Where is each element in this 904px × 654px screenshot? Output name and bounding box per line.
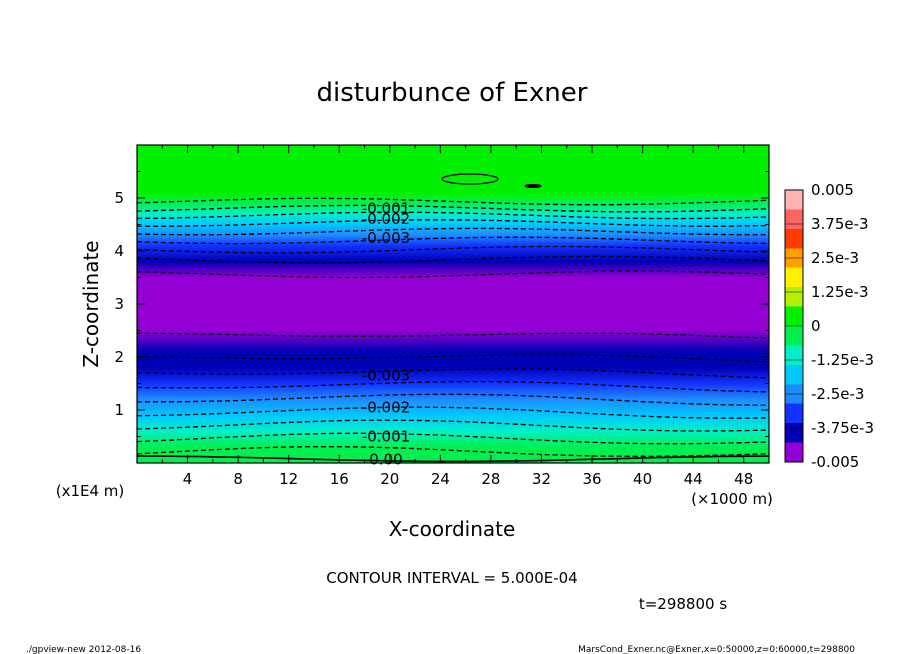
contour-label: -0.003 xyxy=(362,367,410,385)
colorbar: 0.005 3.75e-3 2.5e-3 1.25e-3 0 -1.25e-3 -2.5e-… xyxy=(784,181,874,471)
x-tick-label: 40 xyxy=(633,470,652,488)
y-tick-label: 4 xyxy=(114,242,124,260)
contour-label: -0.002 xyxy=(362,210,410,228)
y-tick-label: 2 xyxy=(114,348,124,366)
x-tick-label: 12 xyxy=(279,470,298,488)
contour-line xyxy=(137,270,769,279)
colorbar-label: -1.25e-3 xyxy=(811,351,874,369)
time-note: t=298800 s xyxy=(639,595,727,613)
colorbar-label: 1.25e-3 xyxy=(811,283,869,301)
contour-island xyxy=(524,184,542,188)
y-axis-label: Z-coordinate xyxy=(79,240,103,367)
contour-island xyxy=(441,173,499,185)
contour-line xyxy=(137,368,769,379)
tick-marks xyxy=(137,145,769,463)
contour-line xyxy=(137,432,769,445)
contour-line-zero xyxy=(137,455,769,463)
contour-line xyxy=(137,446,769,458)
contour-line xyxy=(137,204,769,213)
contour-label: -0.001 xyxy=(362,428,410,446)
x-tick-label: 28 xyxy=(481,470,500,488)
contour-line xyxy=(137,406,769,419)
contour-label: -0.001 xyxy=(362,200,410,218)
contour-line xyxy=(137,197,769,206)
x-tick-label: 32 xyxy=(532,470,551,488)
contour-line xyxy=(137,211,769,220)
contour-line xyxy=(137,419,769,432)
chart-title: disturbunce of Exner xyxy=(317,78,588,108)
x-tick-label: 8 xyxy=(233,470,243,488)
x-tick-label: 4 xyxy=(183,470,193,488)
colorbar-labels: 0.005 3.75e-3 2.5e-3 1.25e-3 0 -1.25e-3 -2.5e-… xyxy=(811,181,874,471)
colorbar-label: 0 xyxy=(811,317,821,335)
y-tick-labels: 1 2 3 4 5 xyxy=(114,189,124,419)
contour-lines xyxy=(137,197,769,463)
x-tick-label: 16 xyxy=(330,470,349,488)
contour-line xyxy=(137,255,769,264)
contour-label: -0.003 xyxy=(362,229,410,247)
contour-line xyxy=(137,332,769,339)
x-tick-label: 20 xyxy=(380,470,399,488)
contour-line xyxy=(137,354,769,363)
contour-line xyxy=(137,380,769,393)
footer-right: MarsCond_Exner.nc@Exner,x=0:50000,z=0:60… xyxy=(578,645,855,654)
colorbar-label: 0.005 xyxy=(811,181,854,199)
colorbar-label: -0.005 xyxy=(811,453,859,471)
contour-line xyxy=(137,227,769,236)
colorbar-label: 2.5e-3 xyxy=(811,249,859,267)
contour-label: -0.002 xyxy=(362,398,410,416)
colorbar-label: -2.5e-3 xyxy=(811,385,864,403)
y-tick-label: 3 xyxy=(114,295,124,313)
contour-line xyxy=(137,393,769,406)
x-tick-label: 36 xyxy=(582,470,601,488)
x-axis-label: X-coordinate xyxy=(389,517,516,541)
colorbar-ticks xyxy=(785,189,803,463)
footer-left: ./gpview-new 2012-08-16 xyxy=(26,645,141,654)
y-unit-label: (x1E4 m) xyxy=(56,482,125,500)
contour-line xyxy=(137,245,769,254)
x-unit-label: (×1000 m) xyxy=(691,490,773,508)
heatmap-field xyxy=(137,145,769,463)
contour-label: 0.00 xyxy=(369,450,402,468)
x-tick-label: 24 xyxy=(431,470,450,488)
y-tick-label: 5 xyxy=(114,189,124,207)
y-tick-label: 1 xyxy=(114,401,124,419)
contour-interval-note: CONTOUR INTERVAL = 5.000E-04 xyxy=(326,569,577,587)
contour-islands xyxy=(441,173,542,188)
colorbar-label: -3.75e-3 xyxy=(811,419,874,437)
x-tick-labels: 4 8 12 16 20 24 28 32 36 40 44 48 xyxy=(183,470,753,488)
x-tick-label: 44 xyxy=(684,470,703,488)
colorbar-label: 3.75e-3 xyxy=(811,215,869,233)
contour-line xyxy=(137,236,769,245)
contour-line xyxy=(137,219,769,227)
x-tick-label: 48 xyxy=(734,470,753,488)
